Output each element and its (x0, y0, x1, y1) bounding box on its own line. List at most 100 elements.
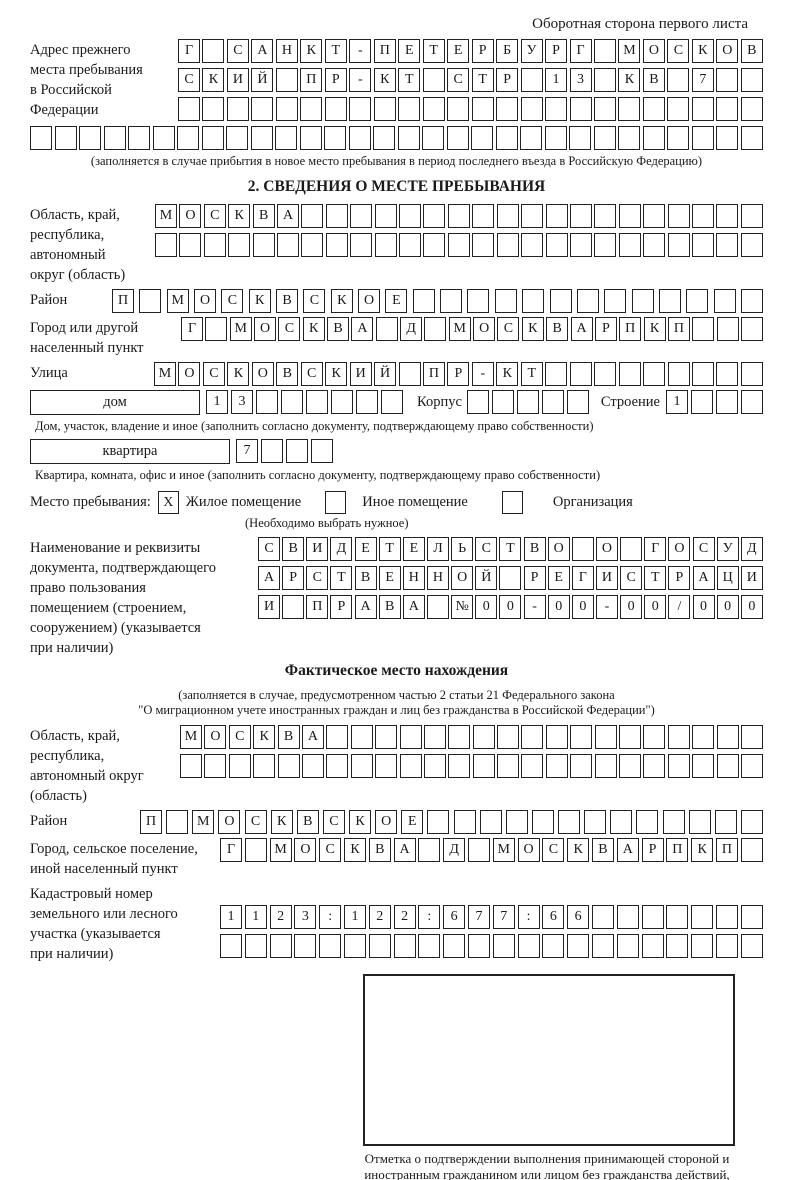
char-cell: Р (471, 39, 494, 63)
char-cell (448, 725, 471, 749)
char-cell (740, 934, 763, 958)
char-cell (479, 810, 502, 834)
char-cell (593, 97, 616, 121)
char-cell (545, 362, 568, 386)
char-cell (692, 317, 715, 341)
char-cell (226, 97, 249, 121)
char-cell: О (194, 289, 217, 313)
prev-address-caption: (заполняется в случае прибытия в новое м… (90, 154, 703, 168)
char-cell: С (620, 566, 643, 590)
char-cell: Т (324, 39, 347, 63)
char-cell: - (471, 362, 494, 386)
char-cell: - (349, 39, 372, 63)
char-cell: Е (402, 537, 425, 561)
char-cell (499, 566, 522, 590)
char-cell (594, 233, 617, 257)
char-cell (618, 362, 641, 386)
char-cell (228, 754, 251, 778)
korpus-label: Корпус (417, 394, 462, 410)
char-cell: О (547, 537, 570, 561)
char-cell (569, 233, 592, 257)
char-cell: О (595, 537, 618, 561)
char-row: И П Р А В А № 0 0-0 0-0 0/0 0 0 (258, 595, 763, 619)
char-cell (399, 754, 422, 778)
char-cell (472, 725, 495, 749)
char-cell (618, 97, 641, 121)
char-cell: И (258, 595, 280, 619)
gorod-label: Город или другой населенный пункт (30, 320, 144, 356)
char-row (220, 934, 763, 958)
char-cell (418, 838, 441, 862)
char-cell: Е (378, 566, 401, 590)
char-cell (252, 233, 275, 257)
char-cell: С (178, 68, 200, 92)
char-cell: С (300, 362, 323, 386)
char-cell: А (354, 595, 377, 619)
char-cell (331, 390, 353, 414)
char-cell (584, 810, 607, 834)
char-cell: : (517, 905, 540, 929)
house-type-box: дом (30, 390, 200, 415)
char-cell: С (226, 39, 249, 63)
char-row (30, 126, 763, 150)
char-cell: П (112, 289, 134, 313)
char-cell: К (496, 362, 519, 386)
char-cell (549, 289, 572, 313)
char-cell (356, 390, 378, 414)
char-cell (467, 838, 490, 862)
char-cell: Д (740, 537, 763, 561)
prev-address-overflow-row (30, 126, 763, 150)
char-cell (740, 810, 763, 834)
char-cell (471, 126, 494, 150)
char-cell: А (616, 838, 639, 862)
char-cell (620, 537, 643, 561)
char-row: 1 (665, 390, 763, 414)
char-cell (350, 233, 373, 257)
char-cell (691, 97, 714, 121)
char-cell: 1 (545, 68, 568, 92)
stay-option-residential-checkbox: X (157, 491, 179, 514)
char-cell (618, 233, 641, 257)
char-cell: С (303, 289, 326, 313)
char-cell (642, 97, 665, 121)
char-cell (275, 97, 298, 121)
char-cell (393, 934, 416, 958)
char-cell (740, 390, 763, 414)
stay-option-organization-label: Организация (552, 494, 633, 510)
stay-type-label: Место пребывания: (30, 494, 151, 510)
char-cell: И (595, 566, 618, 590)
char-cell: - (523, 595, 546, 619)
char-cell: М (448, 317, 471, 341)
char-cell: В (354, 566, 377, 590)
char-cell (447, 97, 470, 121)
fact-title: Фактическое место нахождения (284, 662, 509, 679)
char-cell (301, 233, 324, 257)
char-cell: К (691, 39, 714, 63)
char-cell (569, 97, 592, 121)
char-cell: 7 (236, 439, 258, 463)
char-cell: Е (354, 537, 377, 561)
char-cell: У (520, 39, 543, 63)
char-cell (201, 126, 224, 150)
char-cell (448, 754, 471, 778)
char-cell: П (373, 39, 396, 63)
char-cell (205, 317, 228, 341)
char-cell: Р (324, 68, 347, 92)
char-cell (716, 233, 739, 257)
char-cell (517, 934, 540, 958)
char-cell: П (306, 595, 329, 619)
stay-type-note: (Необходимо выбрать нужное) (245, 516, 409, 530)
char-cell (399, 725, 422, 749)
char-cell (641, 905, 664, 929)
char-cell: Р (545, 39, 568, 63)
char-cell (594, 362, 617, 386)
char-cell: 0 (740, 595, 763, 619)
char-cell (692, 754, 715, 778)
char-cell (667, 754, 690, 778)
char-cell: 0 (692, 595, 715, 619)
